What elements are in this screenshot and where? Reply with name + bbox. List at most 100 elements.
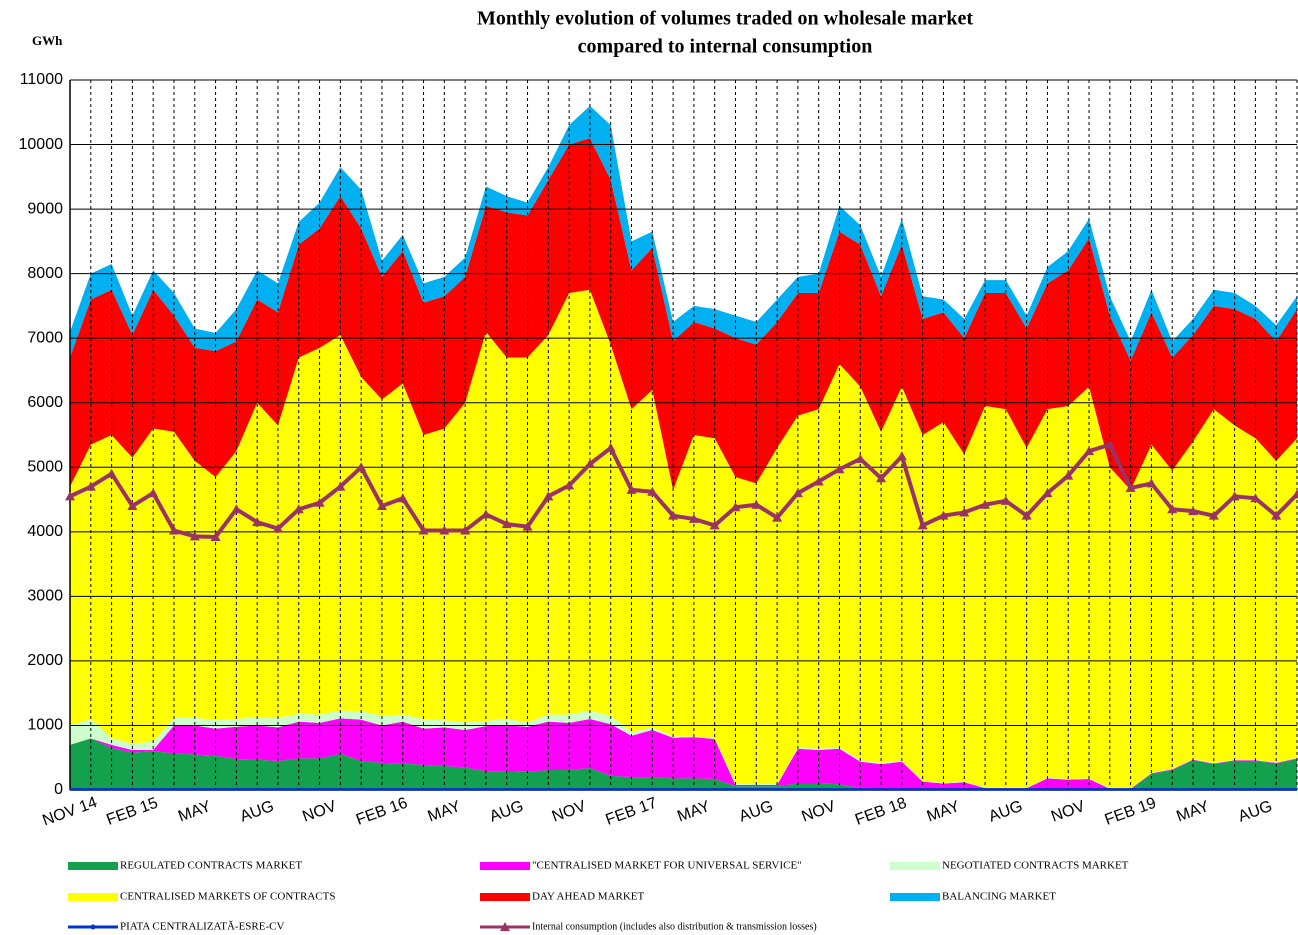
legend-swatch	[480, 893, 530, 901]
y-tick-label: 5000	[27, 458, 63, 475]
line-marker	[959, 507, 970, 517]
line-marker	[501, 519, 512, 529]
line-marker	[1229, 491, 1240, 501]
line-marker	[293, 504, 304, 514]
line-marker	[730, 502, 741, 512]
line-marker	[210, 531, 221, 541]
legend-swatch	[68, 862, 118, 870]
line-marker	[647, 486, 658, 496]
legend: REGULATED CONTRACTS MARKET "CENTRALISED M…	[68, 860, 1129, 933]
line-marker	[335, 481, 346, 491]
line-marker	[896, 451, 907, 461]
line-marker	[1188, 506, 1199, 516]
line-marker	[1084, 446, 1095, 456]
line-marker	[418, 525, 429, 535]
line-marker	[272, 523, 283, 533]
line-marker	[876, 473, 887, 483]
legend-label: PIATA CENTRALIZATĂ-ESRE-CV	[120, 921, 284, 933]
legend-marker	[90, 924, 96, 930]
y-tick-label: 3000	[27, 588, 63, 605]
line-marker	[376, 501, 387, 510]
line-marker	[564, 480, 575, 490]
line-marker	[938, 510, 949, 520]
line-marker	[1021, 510, 1032, 520]
line-marker	[1146, 478, 1157, 488]
line-marker	[626, 484, 637, 494]
legend-marker	[500, 922, 510, 931]
line-marker	[231, 504, 242, 514]
line-marker	[460, 525, 471, 535]
line-marker	[85, 481, 96, 491]
area	[70, 710, 1297, 789]
legend-swatch	[480, 862, 530, 870]
area	[70, 289, 1297, 789]
line-marker	[709, 520, 720, 530]
line-marker	[148, 488, 159, 498]
line	[69, 442, 1298, 540]
legend-label: REGULATED CONTRACTS MARKET	[120, 860, 302, 872]
line-marker	[772, 512, 783, 522]
line-marker	[605, 442, 616, 452]
legend-label: CENTRALISED MARKETS OF CONTRACTS	[120, 891, 335, 903]
line-marker	[1063, 470, 1074, 480]
legend-label: "CENTRALISED MARKET FOR UNIVERSAL SERVIC…	[532, 860, 802, 872]
area	[70, 105, 1297, 361]
y-tick-label: 9000	[27, 200, 63, 217]
y-tick-label: 0	[54, 781, 63, 798]
area	[70, 138, 1297, 490]
y-tick-label: 10000	[19, 136, 64, 153]
line-marker	[127, 501, 138, 510]
line-marker	[1208, 510, 1219, 520]
line-marker	[168, 525, 179, 535]
line-marker	[751, 499, 762, 509]
y-tick-label: 8000	[27, 265, 63, 282]
chart-title: Monthly evolution of volumes traded on w…	[477, 8, 973, 30]
y-axis-label: GWh	[32, 33, 63, 48]
line-marker	[397, 493, 408, 503]
line-marker	[1125, 482, 1136, 492]
line-marker	[792, 488, 803, 498]
line-marker	[522, 521, 533, 531]
line-marker	[106, 468, 117, 478]
line-marker	[1042, 488, 1053, 498]
legend-label: DAY AHEAD MARKET	[532, 891, 645, 903]
line-marker	[980, 499, 991, 509]
line-marker	[668, 510, 679, 520]
legend-swatch	[68, 893, 118, 901]
y-tick-label: 11000	[20, 71, 63, 88]
area	[70, 718, 1297, 790]
line-marker	[314, 497, 325, 507]
area	[70, 738, 1297, 790]
line-marker	[855, 453, 866, 463]
line-marker	[480, 509, 491, 519]
line-marker	[252, 517, 263, 527]
line-marker	[584, 459, 595, 469]
legend-swatch	[890, 862, 940, 870]
legend-label: BALANCING MARKET	[942, 891, 1056, 903]
line-marker	[834, 464, 845, 474]
line-marker	[1167, 504, 1178, 514]
y-tick-label: 6000	[27, 394, 63, 411]
line-marker	[1250, 493, 1261, 503]
line-marker	[1104, 439, 1115, 449]
line-marker	[189, 531, 200, 541]
y-tick-label: 2000	[27, 652, 63, 669]
line-marker	[1292, 489, 1298, 499]
legend-label: NEGOTIATED CONTRACTS MARKET	[942, 860, 1129, 872]
legend-label: Internal consumption (includes also dist…	[532, 921, 817, 932]
line-marker	[439, 525, 450, 535]
line-marker	[1000, 495, 1011, 505]
line-marker	[917, 520, 928, 530]
line-marker	[543, 491, 554, 501]
line-marker	[1271, 510, 1282, 520]
chart-subtitle: compared to internal consumption	[578, 36, 873, 58]
y-tick-label: 7000	[27, 329, 63, 346]
line-marker	[688, 513, 699, 523]
line-marker	[356, 462, 367, 472]
legend-swatch	[890, 893, 940, 901]
y-tick-label: 4000	[27, 523, 63, 540]
y-tick-label: 1000	[27, 717, 63, 734]
line-marker	[813, 476, 824, 486]
line-marker	[65, 491, 75, 501]
